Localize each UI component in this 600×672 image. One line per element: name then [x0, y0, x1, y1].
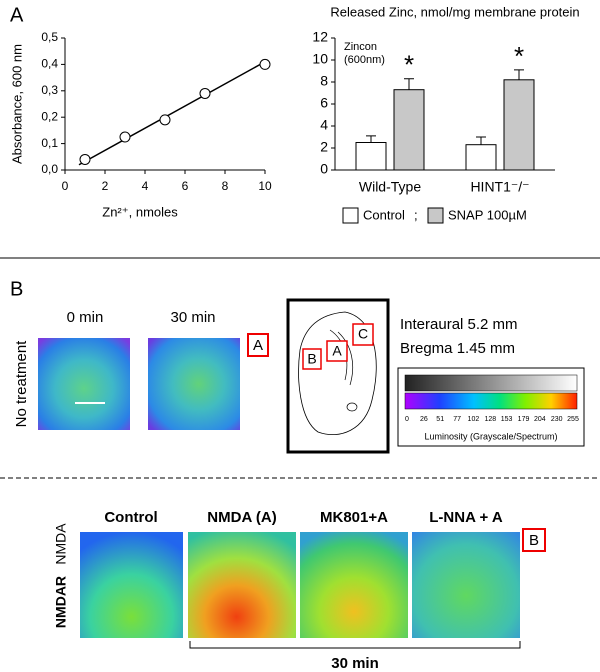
heatmap-image — [80, 532, 183, 638]
colorbar-tick-label: 153 — [501, 416, 513, 423]
heatmap-image — [412, 532, 520, 638]
x-tick-label: Wild-Type — [359, 179, 421, 195]
y-tick-label: 0,3 — [41, 83, 58, 97]
x-tick-label: 2 — [102, 179, 109, 193]
region-box — [326, 340, 348, 362]
region-box — [522, 528, 546, 552]
error-bar — [476, 136, 486, 145]
condition-label: MK801+A — [320, 509, 388, 526]
y-tick-label: 0,4 — [41, 57, 58, 71]
heatmap-image — [38, 338, 130, 430]
condition-label: L-NNA + A — [429, 509, 503, 526]
region-box — [352, 323, 374, 346]
coord-label: Bregma 1.45 mm — [400, 340, 515, 357]
colorbar-tick-label: 102 — [468, 416, 480, 423]
y-tick-label: 10 — [312, 51, 328, 67]
brain-structure — [346, 402, 358, 412]
y-axis-label: Absorbance, 600 nm — [9, 44, 24, 164]
region-box — [247, 333, 269, 357]
y-tick-label: 4 — [320, 117, 328, 133]
legend-label: Control — [363, 207, 405, 222]
bracket — [189, 641, 521, 649]
y-tick-label: 8 — [320, 73, 328, 89]
bar — [355, 142, 387, 171]
time-label: 30 min — [170, 309, 215, 326]
coord-label: Interaural 5.2 mm — [400, 316, 518, 333]
condition-label: Control — [104, 509, 157, 526]
x-tick-label: 0 — [62, 179, 69, 193]
colorbar-tick-label: 51 — [436, 416, 444, 423]
diagram-label: B — [307, 351, 316, 367]
bar — [465, 144, 497, 171]
y-tick-label: 0,1 — [41, 136, 58, 150]
error-bar — [404, 78, 414, 90]
grayscale-bar — [404, 374, 578, 392]
data-point — [199, 87, 211, 99]
brain-outline — [298, 311, 377, 436]
data-point — [259, 58, 271, 70]
colorbar-tick-label: 204 — [534, 416, 546, 423]
y-tick-label: 0 — [320, 161, 328, 177]
significance-marker: * — [404, 50, 414, 80]
y-tick-label: 12 — [312, 29, 328, 45]
diagram-label: C — [358, 326, 368, 342]
colorbar-tick-label: 26 — [420, 416, 428, 423]
colorbar-tick-label: 179 — [518, 416, 530, 423]
chart-title: Released Zinc, nmol/mg membrane protein — [330, 4, 579, 19]
x-tick-label: 6 — [182, 179, 189, 193]
legend-label: SNAP 100µM — [448, 207, 527, 222]
panel-label: B — [10, 278, 23, 300]
x-tick-label: 10 — [258, 179, 272, 193]
x-axis-label: Zn²⁺, nmoles — [102, 204, 178, 219]
heatmap-image — [188, 532, 296, 638]
legend-separator: ; — [414, 207, 418, 222]
side-label: NMDAR — [53, 576, 69, 628]
y-tick-label: 6 — [320, 95, 328, 111]
colorbar-tick-label: 128 — [484, 416, 496, 423]
colorbar-tick-label: 77 — [453, 416, 461, 423]
y-tick-label: 0,0 — [41, 162, 58, 176]
data-point — [159, 114, 171, 126]
time-label: 0 min — [67, 309, 104, 326]
annotation: (600nm) — [344, 54, 385, 66]
y-tick-label: 0,5 — [41, 30, 58, 44]
region-label: B — [529, 532, 539, 549]
y-tick-label: 2 — [320, 139, 328, 155]
condition-label: NMDA (A) — [207, 509, 276, 526]
annotation: Zincon — [344, 41, 377, 53]
legend-swatch — [427, 207, 444, 224]
legend-swatch — [342, 207, 359, 224]
diagram-label: A — [332, 343, 342, 359]
significance-marker: * — [514, 41, 524, 71]
bar — [503, 79, 535, 171]
x-tick-label: 4 — [142, 179, 149, 193]
y-tick-label: 0,2 — [41, 109, 58, 123]
panel-label: A — [10, 4, 24, 26]
heatmap-image — [148, 338, 240, 430]
region-label: A — [253, 337, 263, 354]
colorbar-tick-label: 230 — [551, 416, 563, 423]
trend-line — [78, 61, 266, 166]
row-label: No treatment — [13, 340, 30, 428]
spectrum-bar — [404, 392, 578, 410]
side-label: NMDA — [53, 523, 69, 565]
data-point — [119, 131, 131, 143]
colorbar-tick-label: 0 — [405, 416, 409, 423]
colorbar-tick-label: 255 — [567, 416, 579, 423]
data-point — [79, 153, 91, 165]
x-tick-label: HINT1⁻/⁻ — [470, 179, 529, 195]
error-bar — [514, 69, 524, 80]
duration-label: 30 min — [331, 655, 379, 672]
heatmap-image — [300, 532, 408, 638]
diagram-frame — [286, 298, 390, 454]
bar — [393, 89, 425, 171]
error-bar — [366, 135, 376, 143]
x-tick-label: 8 — [222, 179, 229, 193]
region-box — [302, 348, 322, 370]
colorbar-label: Luminosity (Grayscale/Spectrum) — [424, 431, 557, 441]
